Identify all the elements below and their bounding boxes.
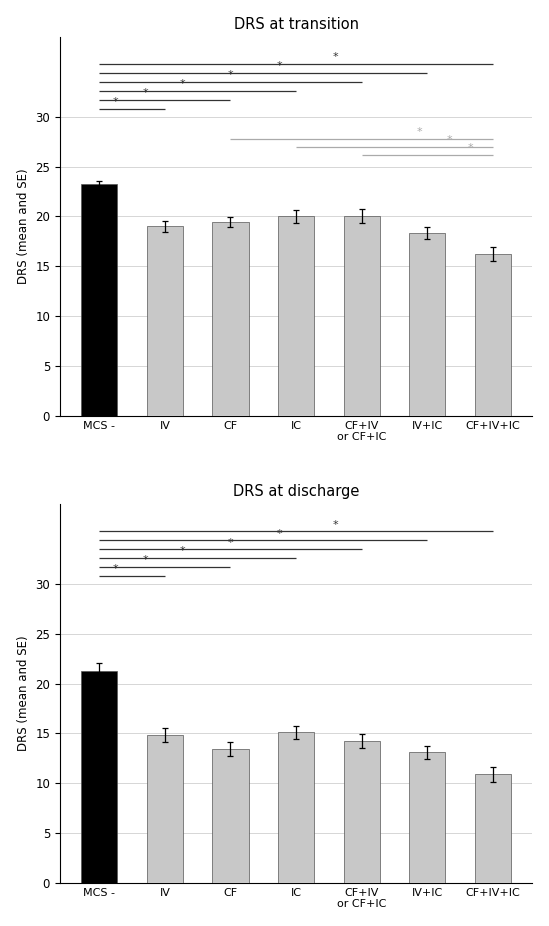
Text: *: *: [277, 529, 283, 539]
Text: *: *: [447, 135, 452, 145]
Bar: [344, 217, 380, 416]
Bar: [212, 222, 249, 416]
Bar: [81, 670, 117, 882]
Bar: [81, 184, 117, 416]
Text: *: *: [113, 97, 119, 107]
Bar: [212, 749, 249, 882]
Bar: [344, 742, 380, 882]
Text: *: *: [179, 80, 185, 89]
Title: DRS at transition: DRS at transition: [233, 17, 358, 31]
Bar: [409, 752, 445, 882]
Bar: [475, 255, 511, 416]
Text: *: *: [142, 556, 148, 566]
Y-axis label: DRS (mean and SE): DRS (mean and SE): [16, 636, 30, 751]
Text: *: *: [142, 88, 148, 98]
Bar: [147, 735, 183, 882]
Text: *: *: [333, 53, 338, 62]
Text: *: *: [333, 519, 338, 530]
Bar: [409, 233, 445, 416]
Bar: [278, 732, 314, 882]
Title: DRS at discharge: DRS at discharge: [233, 483, 359, 499]
Text: *: *: [113, 565, 119, 574]
Text: *: *: [179, 546, 185, 557]
Text: *: *: [468, 144, 473, 153]
Bar: [278, 217, 314, 416]
Text: *: *: [277, 61, 283, 71]
Y-axis label: DRS (mean and SE): DRS (mean and SE): [16, 169, 30, 284]
Text: *: *: [228, 537, 233, 547]
Bar: [147, 226, 183, 416]
Text: *: *: [417, 127, 422, 137]
Bar: [475, 774, 511, 882]
Text: *: *: [228, 70, 233, 81]
